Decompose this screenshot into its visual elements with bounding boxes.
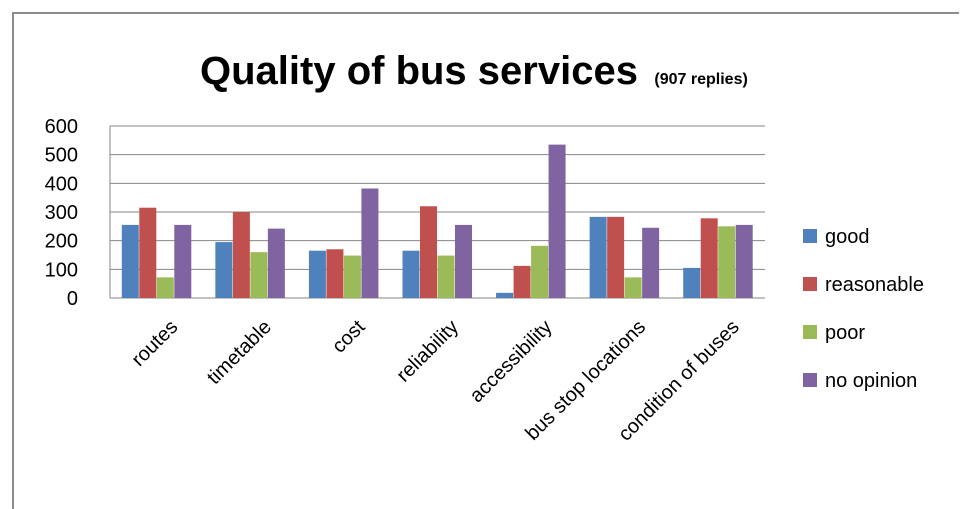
category-label: timetable xyxy=(203,316,276,389)
legend-label: no opinion xyxy=(825,370,917,392)
bar-reasonable xyxy=(607,216,625,298)
y-tick-label: 500 xyxy=(45,145,78,167)
y-tick-label: 400 xyxy=(45,173,78,195)
legend-swatch xyxy=(803,325,817,339)
bars xyxy=(121,144,753,298)
bar-no-opinion xyxy=(361,188,379,298)
y-tick-label: 100 xyxy=(45,259,78,281)
bar-poor xyxy=(437,255,455,298)
bar-poor xyxy=(624,277,642,298)
bar-no-opinion xyxy=(455,224,472,298)
bar-poor xyxy=(718,226,736,298)
legend-label: good xyxy=(825,226,870,248)
bar-good xyxy=(589,216,607,298)
chart-frame xyxy=(12,12,959,509)
bar-poor xyxy=(343,255,361,298)
bar-good xyxy=(683,267,701,298)
bar-good xyxy=(308,250,326,298)
bar-reasonable xyxy=(700,218,718,298)
y-tick-label: 0 xyxy=(67,288,78,310)
legend-swatch xyxy=(803,373,817,387)
y-tick-label: 200 xyxy=(45,231,78,253)
bar-good xyxy=(121,224,139,298)
bar-reasonable xyxy=(232,212,250,298)
category-label: cost xyxy=(328,316,370,358)
chart-title: Quality of bus services (907 replies) xyxy=(200,49,748,93)
chart-subtitle: (907 replies) xyxy=(654,71,747,88)
bar-no-opinion xyxy=(735,224,753,298)
bar-poor xyxy=(156,277,174,298)
bar-reasonable xyxy=(139,207,157,298)
legend-label: reasonable xyxy=(825,274,924,296)
bar-good xyxy=(496,292,514,298)
bar-reasonable xyxy=(420,206,437,298)
y-axis: 0 100 200 300 400 500 600 xyxy=(45,116,111,310)
legend-swatch xyxy=(803,229,817,243)
x-axis: routes timetable cost reliability accessibil… xyxy=(127,316,743,446)
bar-no-opinion xyxy=(548,144,566,298)
bar-good xyxy=(215,242,233,298)
bar-poor xyxy=(531,245,549,298)
category-label: reliability xyxy=(392,316,463,387)
bar-good xyxy=(402,250,420,298)
legend-label: poor xyxy=(825,322,865,344)
bar-reasonable xyxy=(513,265,531,298)
category-label: accessibility xyxy=(466,316,557,407)
legend: good reasonable poor no opinion xyxy=(803,226,924,392)
chart-title-main: Quality of bus services xyxy=(200,49,638,93)
category-label: routes xyxy=(127,316,182,371)
y-tick-label: 600 xyxy=(45,116,78,138)
bar-no-opinion xyxy=(267,228,285,298)
y-tick-label: 300 xyxy=(45,202,78,224)
bar-no-opinion xyxy=(642,227,660,298)
bar-poor xyxy=(250,252,268,298)
legend-swatch xyxy=(803,277,817,291)
bar-reasonable xyxy=(326,249,344,298)
bar-no-opinion xyxy=(174,224,192,298)
